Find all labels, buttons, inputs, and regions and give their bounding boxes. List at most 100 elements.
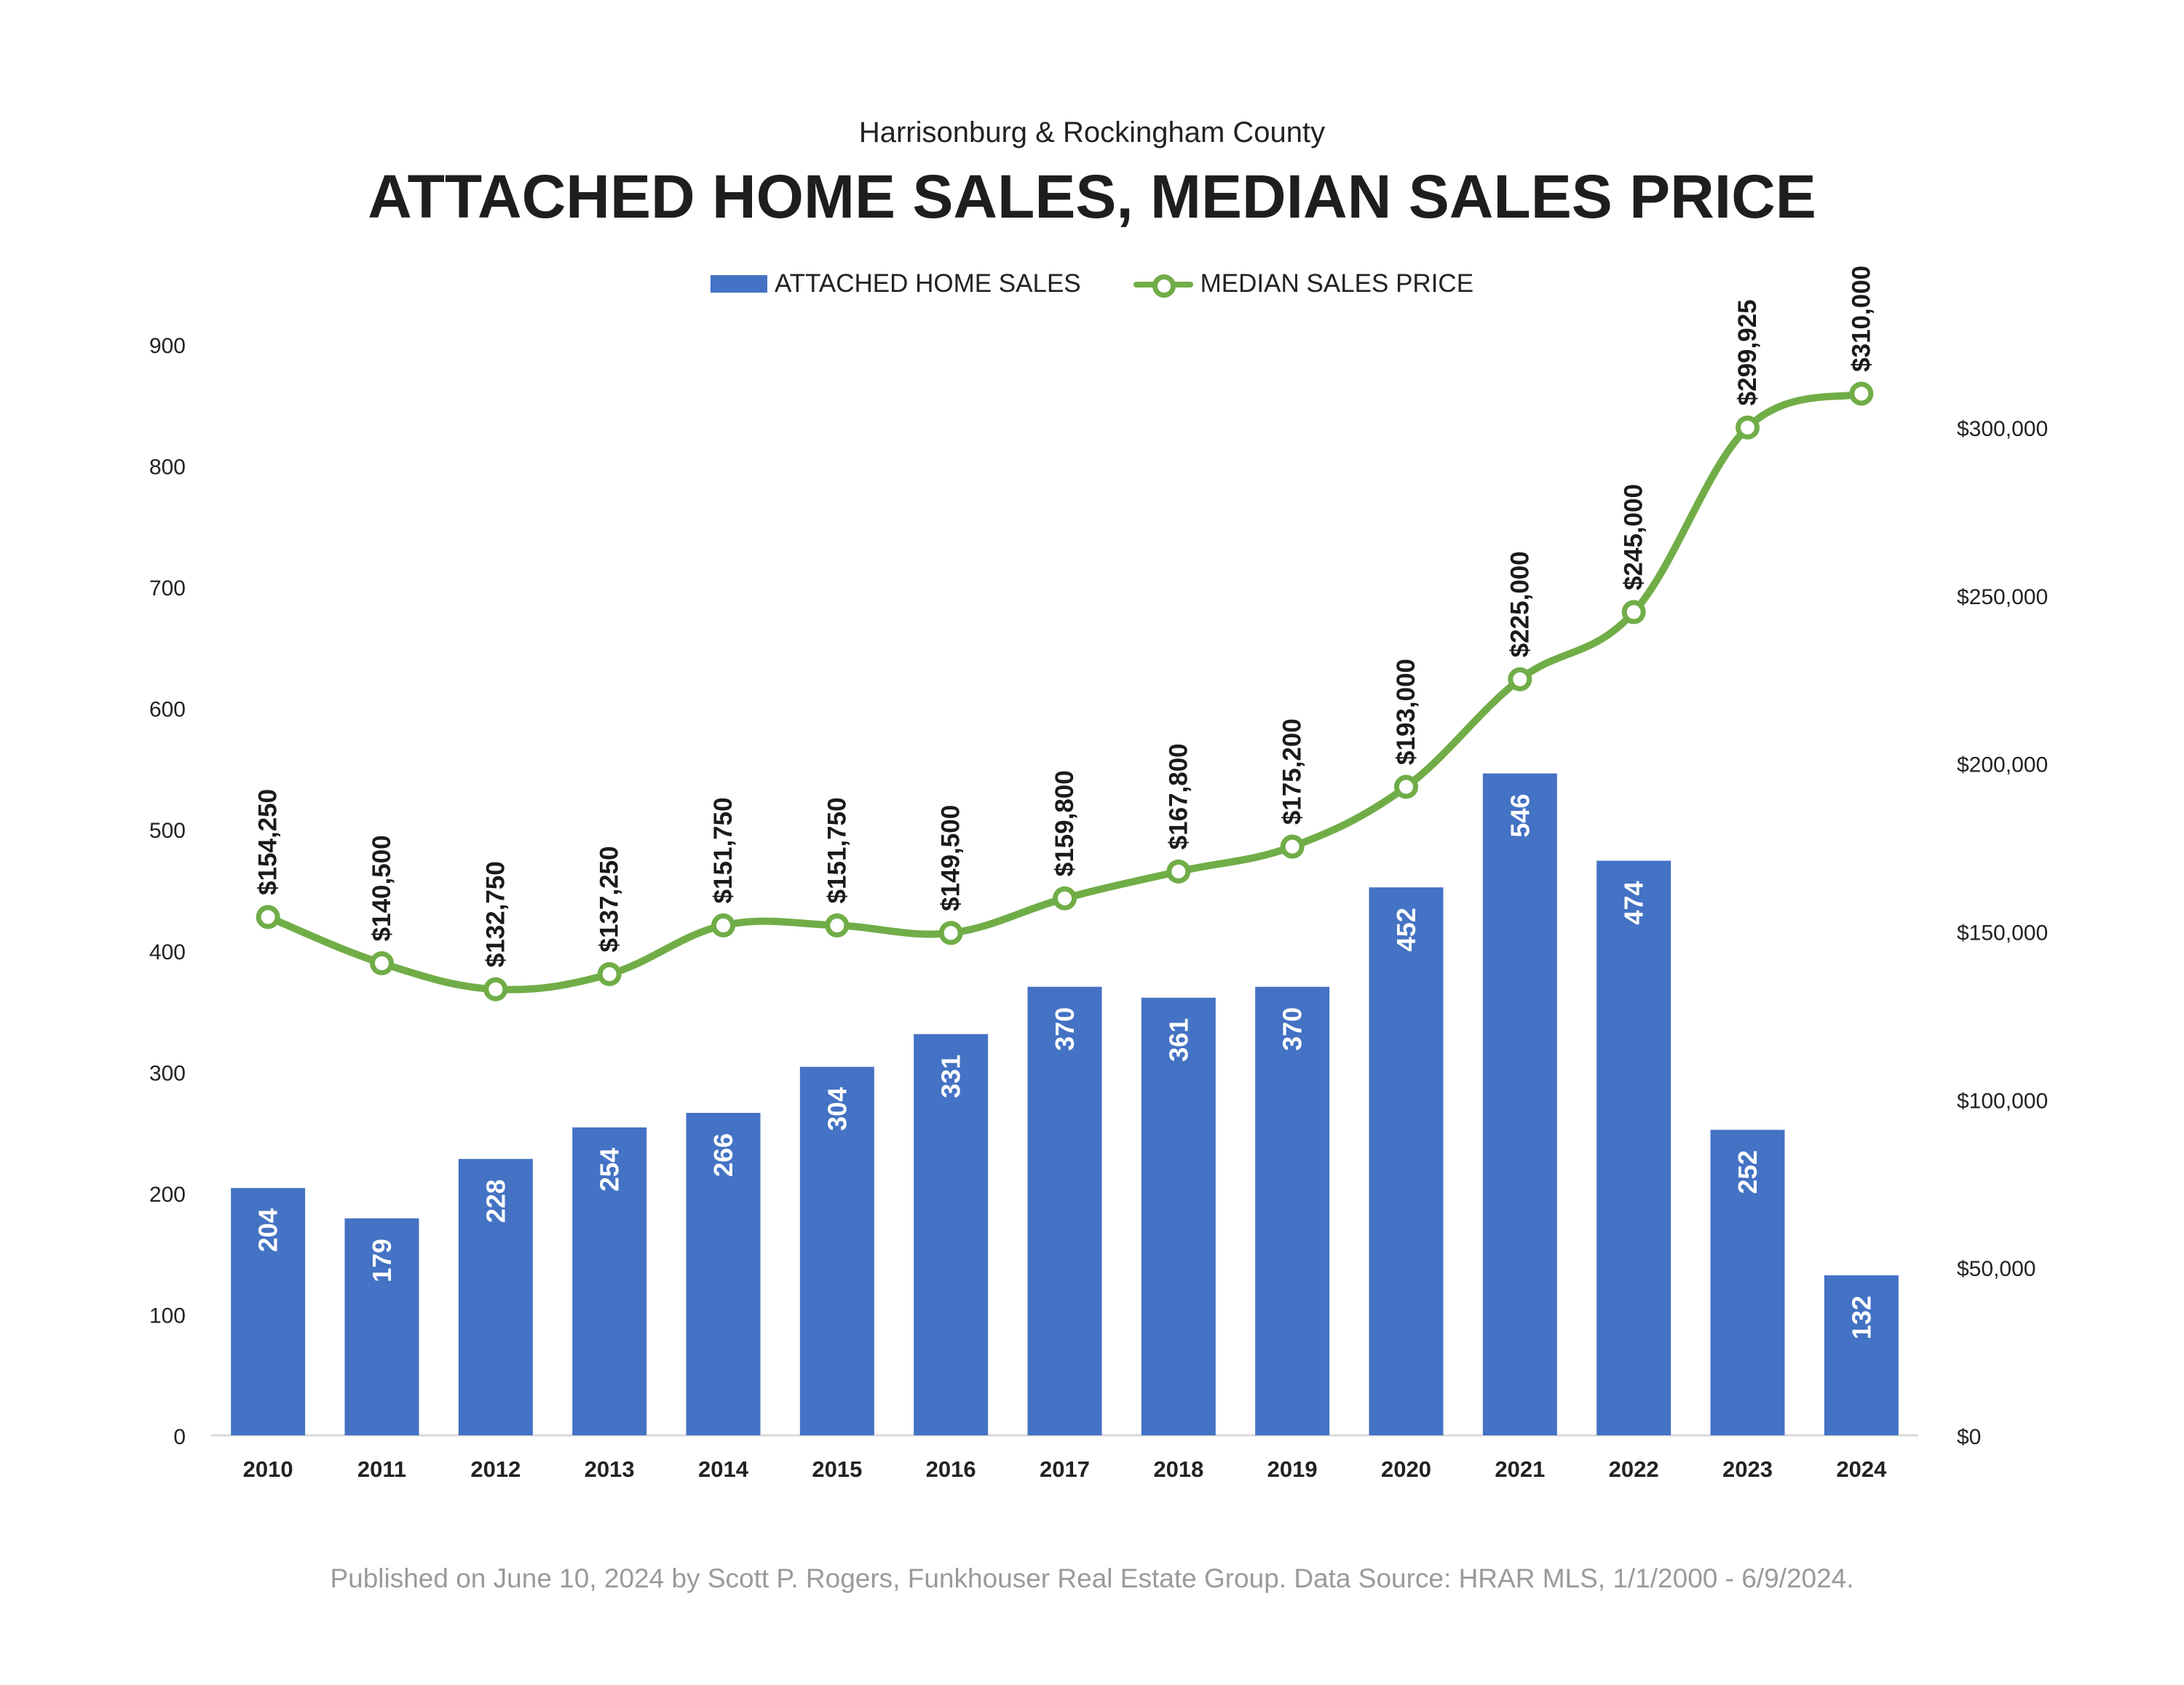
y-left-tick-label: 100 [149, 1304, 186, 1328]
line-data-label: $245,000 [1620, 484, 1648, 590]
x-tick-label: 2018 [1153, 1456, 1203, 1482]
legend-line-label: MEDIAN SALES PRICE [1200, 269, 1474, 298]
y-right-tick-label: $0 [1957, 1425, 1981, 1449]
line-data-label: $167,800 [1164, 743, 1192, 849]
bar [1369, 887, 1444, 1435]
y-right-tick-label: $50,000 [1957, 1257, 2035, 1281]
x-tick-label: 2022 [1609, 1456, 1659, 1482]
bar [1141, 997, 1216, 1435]
bar-data-label: 331 [936, 1055, 966, 1098]
bar-data-label: 304 [822, 1087, 852, 1131]
y-left-tick-label: 200 [149, 1183, 186, 1207]
y-right-tick-label: $250,000 [1957, 585, 2048, 609]
bar-data-label: 254 [595, 1148, 625, 1192]
line-marker [1736, 415, 1760, 440]
line-data-label: $137,250 [596, 846, 624, 952]
line-data-label: $299,925 [1733, 299, 1762, 405]
bar [686, 1112, 761, 1435]
bar [1027, 986, 1102, 1435]
x-tick-label: 2013 [585, 1456, 635, 1482]
x-tick-label: 2016 [926, 1456, 976, 1482]
y-right-tick-label: $100,000 [1957, 1089, 2048, 1113]
x-tick-label: 2011 [357, 1456, 406, 1482]
bar-data-label: 266 [708, 1133, 738, 1177]
y-right-tick-label: $150,000 [1957, 921, 2048, 945]
line-marker [1053, 886, 1077, 911]
legend-bar-label: ATTACHED HOME SALES [774, 269, 1081, 298]
y-left-tick-label: 500 [149, 819, 186, 843]
line-data-label: $193,000 [1392, 659, 1420, 765]
bar-data-label: 474 [1619, 881, 1649, 924]
x-tick-label: 2010 [243, 1456, 293, 1482]
line-data-label: $225,000 [1506, 551, 1534, 657]
bar [1482, 773, 1557, 1435]
line-marker [1849, 381, 1874, 406]
line-data-label: $132,750 [481, 861, 510, 967]
y-left-tick-label: 0 [173, 1425, 186, 1449]
line-marker [1394, 774, 1418, 799]
line-data-label: $310,000 [1847, 266, 1875, 372]
y-left-tick-label: 600 [149, 698, 186, 722]
y-right-tick-label: $200,000 [1957, 753, 2048, 777]
bar-data-label: 370 [1050, 1007, 1080, 1051]
legend-item-bars: ATTACHED HOME SALES [710, 269, 1081, 298]
line-data-label: $149,500 [937, 805, 965, 911]
x-tick-label: 2021 [1495, 1456, 1545, 1482]
x-tick-label: 2012 [470, 1456, 521, 1482]
x-tick-label: 2015 [812, 1456, 862, 1482]
legend-bar-swatch [710, 275, 767, 293]
bar-data-label: 252 [1733, 1150, 1762, 1194]
line-data-label: $175,200 [1278, 718, 1307, 825]
chart-title: ATTACHED HOME SALES, MEDIAN SALES PRICE [368, 162, 1816, 231]
line-marker [597, 962, 622, 986]
bar [458, 1159, 533, 1435]
bar-data-label: 179 [367, 1239, 397, 1282]
bar [344, 1218, 419, 1435]
bar [231, 1188, 306, 1435]
bar [1597, 860, 1671, 1435]
bar [1710, 1130, 1785, 1435]
footer-source-note: Published on June 10, 2024 by Scott P. R… [330, 1563, 1854, 1593]
bar-data-label: 452 [1391, 908, 1421, 951]
x-tick-label: 2023 [1722, 1456, 1773, 1482]
y-left-tick-label: 300 [149, 1061, 186, 1085]
x-tick-label: 2020 [1381, 1456, 1431, 1482]
line-data-label: $140,500 [368, 835, 396, 941]
legend-line-swatch [1133, 273, 1193, 298]
line-data-label: $151,750 [709, 797, 737, 903]
line-marker [1280, 834, 1305, 859]
bar [799, 1066, 874, 1435]
chart-legend: ATTACHED HOME SALES MEDIAN SALES PRICE [0, 269, 2184, 298]
line-marker [370, 951, 394, 975]
line-marker [1508, 667, 1532, 691]
line-marker [938, 921, 963, 945]
bar-data-label: 361 [1163, 1018, 1193, 1062]
bar-data-label: 546 [1505, 794, 1535, 838]
line-marker [1166, 859, 1191, 884]
line-data-label: $151,750 [823, 797, 851, 903]
y-left-tick-label: 700 [149, 576, 186, 600]
line-marker [483, 977, 508, 1002]
y-left-tick-label: 900 [149, 334, 186, 358]
x-tick-label: 2019 [1267, 1456, 1318, 1482]
x-tick-label: 2014 [698, 1456, 749, 1482]
bar [1824, 1275, 1899, 1435]
chart-subtitle: Harrisonburg & Rockingham County [858, 116, 1326, 148]
bar [1255, 986, 1330, 1435]
line-marker [825, 913, 850, 937]
y-left-tick-label: 800 [149, 456, 186, 480]
bar-data-label: 204 [253, 1208, 283, 1252]
y-left-tick-label: 400 [149, 940, 186, 964]
legend-item-line: MEDIAN SALES PRICE [1133, 269, 1473, 298]
bar-data-label: 370 [1278, 1007, 1307, 1051]
bar-data-label: 132 [1846, 1296, 1876, 1339]
line-marker [256, 905, 280, 929]
y-right-tick-label: $300,000 [1957, 417, 2048, 441]
bar [914, 1034, 989, 1435]
bar [572, 1127, 647, 1435]
x-tick-label: 2024 [1836, 1456, 1887, 1482]
line-marker [711, 913, 735, 937]
line-data-label: $159,800 [1051, 770, 1079, 876]
bar-data-label: 228 [480, 1179, 510, 1223]
